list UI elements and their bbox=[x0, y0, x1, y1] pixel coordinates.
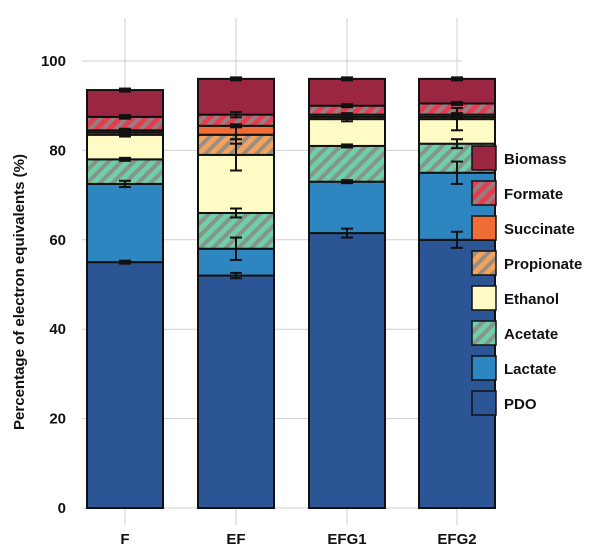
x-tick-label: EFG1 bbox=[327, 531, 366, 548]
legend-label: Ethanol bbox=[504, 291, 559, 308]
legend-swatch bbox=[472, 356, 496, 380]
y-tick-label: 0 bbox=[58, 500, 66, 517]
x-tick-label: EF bbox=[226, 531, 245, 548]
legend-swatch-outline bbox=[471, 390, 497, 416]
bar-segment-biomass bbox=[198, 78, 274, 115]
error-bar bbox=[451, 230, 463, 249]
bar-segment-ethanol bbox=[87, 134, 163, 160]
bar-segment-pdo bbox=[198, 275, 274, 508]
error-bar bbox=[230, 207, 242, 219]
error-bar bbox=[230, 76, 242, 82]
error-bar bbox=[119, 259, 131, 265]
error-bar bbox=[341, 112, 353, 118]
x-tick-label: F bbox=[120, 531, 129, 548]
error-bar bbox=[341, 103, 353, 109]
legend: Biomass Formate Succinate Propionate Ethanol… bbox=[471, 145, 582, 416]
bar-hatch-acetate bbox=[309, 145, 385, 182]
bars bbox=[86, 76, 496, 510]
bar-segment-pdo bbox=[87, 262, 163, 508]
error-bar bbox=[119, 179, 131, 189]
legend-swatch-hatch bbox=[472, 251, 496, 275]
legend-swatch-outline bbox=[471, 180, 497, 206]
error-bar bbox=[451, 100, 463, 106]
bar-segment-biomass bbox=[87, 90, 163, 117]
error-bar bbox=[230, 236, 242, 261]
error-bar bbox=[451, 112, 463, 118]
legend-item-acetate: Acetate bbox=[471, 320, 558, 346]
error-bar bbox=[451, 76, 463, 82]
legend-label: Succinate bbox=[504, 221, 575, 238]
error-bar bbox=[341, 179, 353, 185]
legend-swatch-hatch bbox=[472, 181, 496, 205]
legend-swatch-outline bbox=[471, 355, 497, 381]
error-bar bbox=[451, 138, 463, 150]
legend-label: Lactate bbox=[504, 361, 557, 378]
error-bar bbox=[119, 114, 131, 120]
bar-segment-ethanol bbox=[309, 119, 385, 146]
legend-item-lactate: Lactate bbox=[471, 355, 557, 381]
legend-item-succinate: Succinate bbox=[471, 215, 575, 241]
legend-swatch-outline bbox=[471, 215, 497, 241]
error-bar bbox=[230, 123, 242, 129]
y-tick-label: 40 bbox=[49, 321, 66, 338]
legend-item-ethanol: Ethanol bbox=[471, 285, 559, 311]
legend-label: Propionate bbox=[504, 256, 582, 273]
bar-segment-pdo bbox=[309, 233, 385, 508]
x-tick-label: EFG2 bbox=[437, 531, 476, 548]
legend-swatch-outline bbox=[471, 145, 497, 171]
bar-segment-biomass bbox=[309, 78, 385, 106]
legend-label: Formate bbox=[504, 186, 563, 203]
y-tick-label: 80 bbox=[49, 142, 66, 159]
legend-swatch-outline bbox=[471, 320, 497, 346]
legend-item-pdo: PDO bbox=[471, 390, 537, 416]
legend-swatch-outline bbox=[471, 285, 497, 311]
bar-segment-lactate bbox=[87, 183, 163, 263]
legend-label: Acetate bbox=[504, 326, 558, 343]
legend-swatch-outline bbox=[471, 250, 497, 276]
error-bar bbox=[341, 227, 353, 239]
legend-swatch bbox=[472, 286, 496, 310]
bar-hatch-formate bbox=[198, 114, 274, 126]
y-tick-label: 20 bbox=[49, 411, 66, 428]
error-bar bbox=[119, 127, 131, 133]
y-axis-title: Percentage of electron equivalents (%) bbox=[11, 154, 28, 430]
error-bar bbox=[230, 110, 242, 119]
error-bar bbox=[341, 143, 353, 149]
legend-swatch bbox=[472, 216, 496, 240]
y-tick-label: 100 bbox=[41, 53, 66, 70]
error-bar bbox=[230, 271, 242, 280]
legend-label: PDO bbox=[504, 396, 537, 413]
legend-swatch bbox=[472, 391, 496, 415]
legend-swatch bbox=[472, 146, 496, 170]
bar-hatch-formate bbox=[309, 105, 385, 115]
legend-item-biomass: Biomass bbox=[471, 145, 567, 171]
legend-item-propionate: Propionate bbox=[471, 250, 582, 276]
legend-swatch-hatch bbox=[472, 321, 496, 345]
bar-segment-biomass bbox=[419, 78, 495, 104]
error-bar bbox=[119, 87, 131, 93]
bar-hatch-formate bbox=[87, 116, 163, 131]
bar-segment-lactate bbox=[309, 181, 385, 234]
y-tick-labels: 0 20 40 60 80 100 bbox=[41, 53, 66, 517]
error-bar bbox=[119, 156, 131, 162]
y-tick-label: 60 bbox=[49, 232, 66, 249]
error-bar bbox=[451, 160, 463, 185]
x-tick-labels: F EF EFG1 EFG2 bbox=[120, 531, 476, 548]
error-bar bbox=[341, 76, 353, 82]
legend-item-formate: Formate bbox=[471, 180, 563, 206]
legend-label: Biomass bbox=[504, 151, 567, 168]
